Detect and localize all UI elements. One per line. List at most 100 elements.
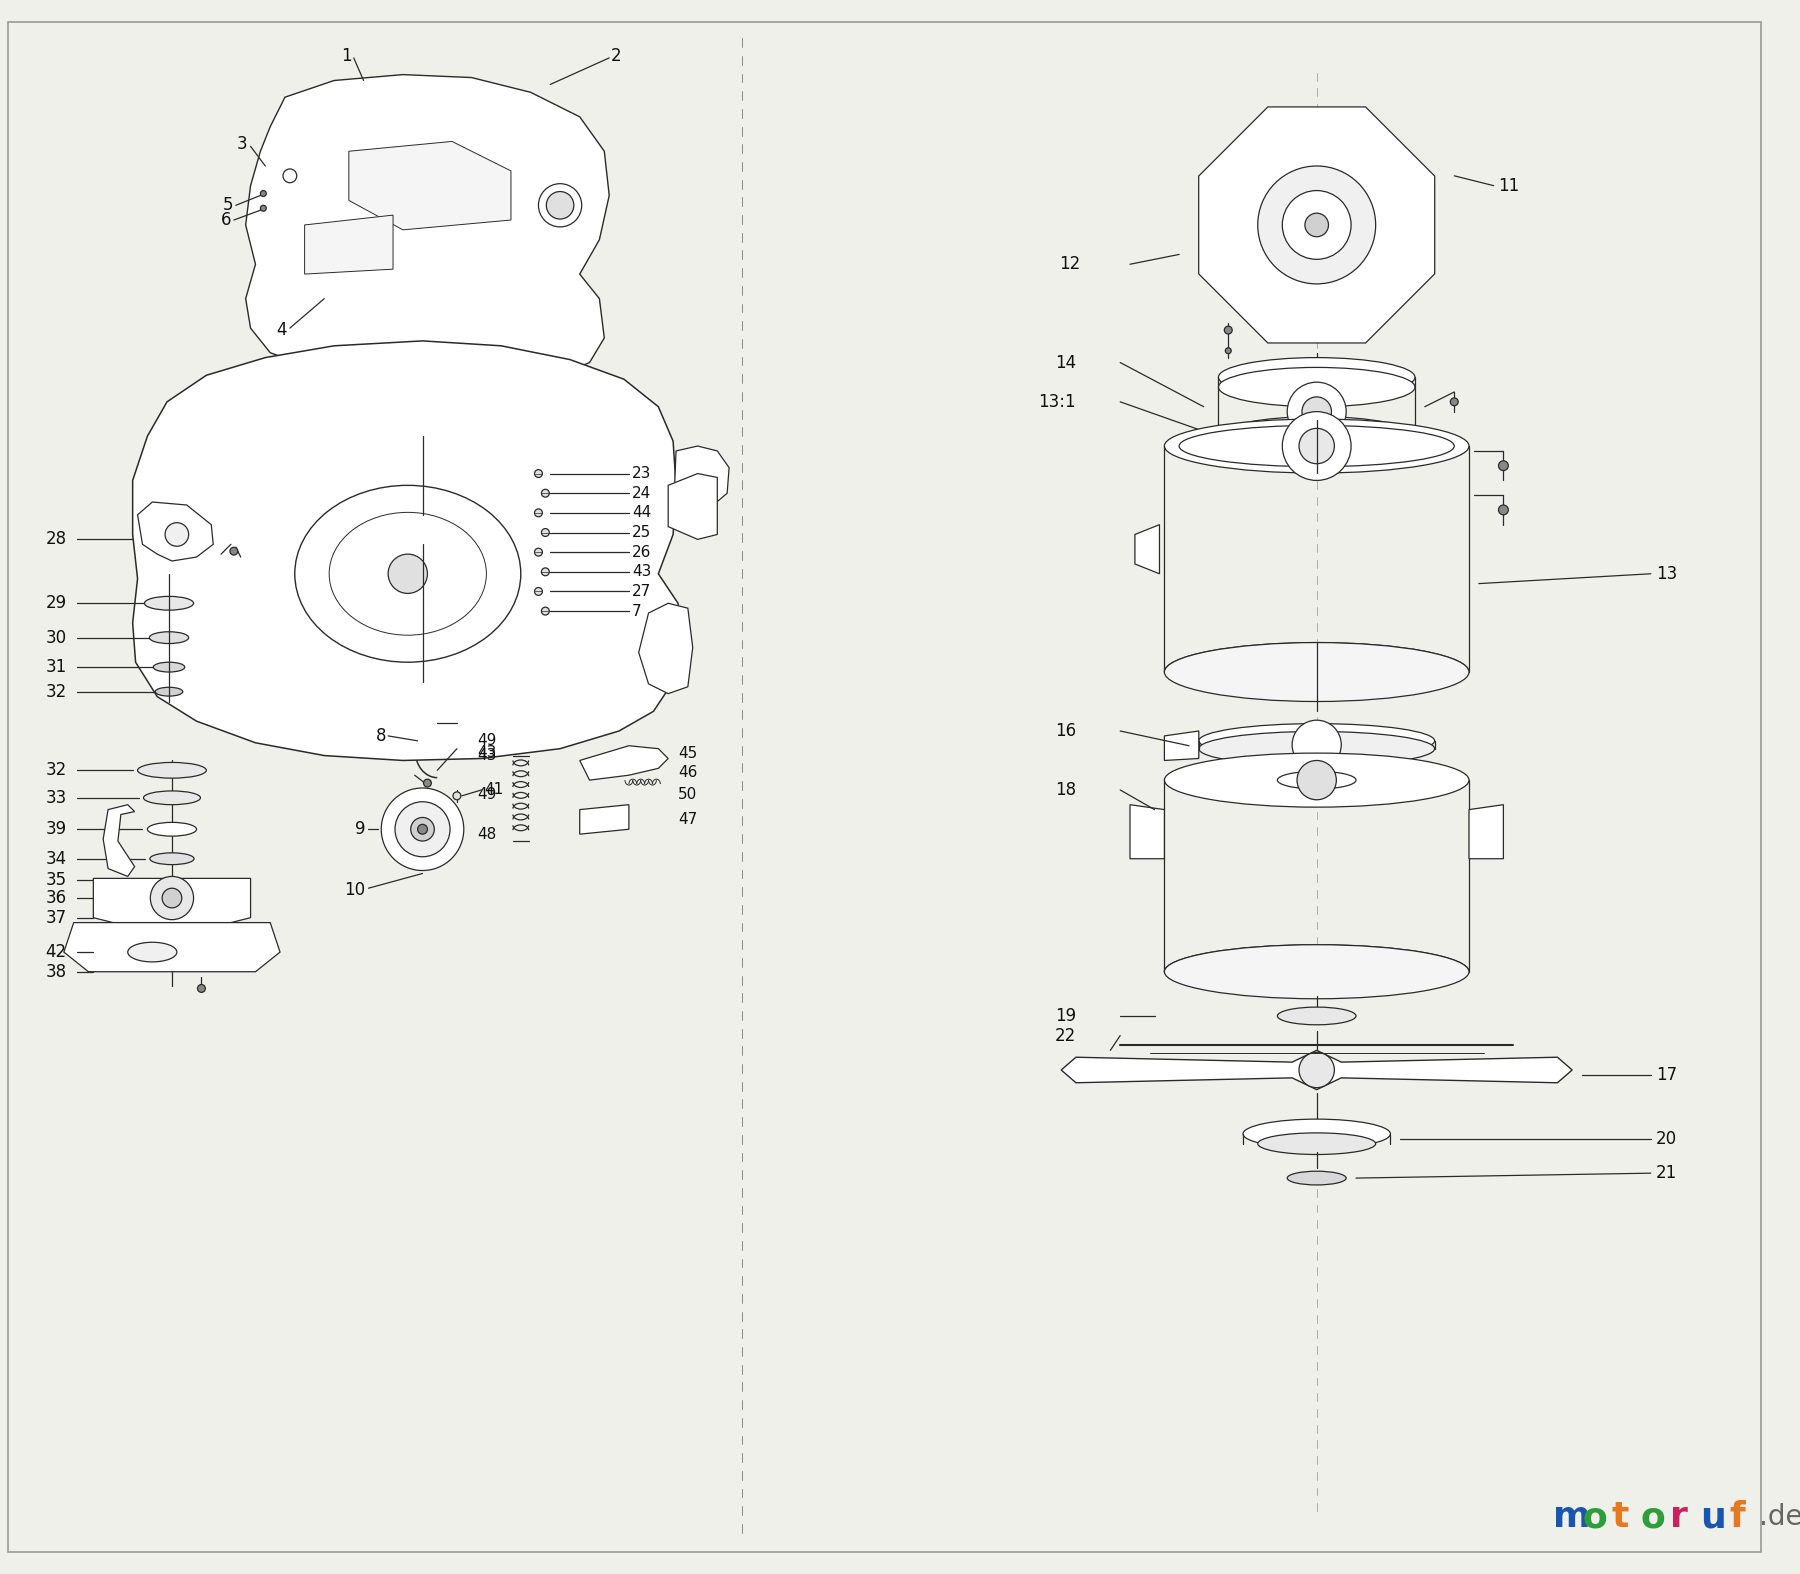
Text: 37: 37 (45, 908, 67, 927)
Ellipse shape (128, 943, 176, 962)
Text: m: m (1553, 1500, 1589, 1535)
Text: 49: 49 (477, 787, 497, 803)
Circle shape (283, 168, 297, 183)
Text: 48: 48 (477, 826, 497, 842)
Text: o: o (1642, 1500, 1665, 1535)
Circle shape (1287, 382, 1346, 441)
Circle shape (394, 801, 450, 856)
Ellipse shape (1278, 771, 1355, 789)
Circle shape (261, 205, 266, 211)
Text: 34: 34 (45, 850, 67, 867)
Ellipse shape (1244, 1119, 1390, 1149)
Text: 42: 42 (45, 943, 67, 962)
Text: 46: 46 (679, 765, 697, 779)
Text: 21: 21 (1656, 1165, 1678, 1182)
Ellipse shape (1165, 419, 1469, 474)
Ellipse shape (1219, 367, 1415, 406)
Circle shape (547, 192, 574, 219)
Circle shape (151, 877, 194, 919)
Text: 31: 31 (45, 658, 67, 677)
Text: 32: 32 (45, 683, 67, 700)
Polygon shape (103, 804, 135, 877)
Circle shape (1258, 165, 1375, 283)
Ellipse shape (1199, 732, 1435, 767)
Text: 43: 43 (632, 565, 652, 579)
Text: 28: 28 (45, 530, 67, 548)
Text: 10: 10 (344, 881, 365, 899)
Text: .de: .de (1759, 1503, 1800, 1532)
Polygon shape (137, 502, 212, 560)
Ellipse shape (1165, 752, 1469, 807)
Circle shape (1451, 398, 1458, 406)
Ellipse shape (1165, 944, 1469, 999)
Circle shape (535, 548, 542, 556)
Text: 49: 49 (477, 733, 497, 748)
Circle shape (1301, 397, 1332, 427)
Text: 20: 20 (1656, 1130, 1678, 1147)
Circle shape (423, 779, 432, 787)
Text: o: o (1582, 1500, 1607, 1535)
Text: 2: 2 (612, 47, 621, 65)
Circle shape (261, 190, 266, 197)
Text: 6: 6 (220, 211, 230, 230)
Polygon shape (63, 922, 281, 971)
Text: 43: 43 (477, 748, 497, 763)
Ellipse shape (144, 790, 200, 804)
Ellipse shape (295, 485, 520, 663)
Text: 8: 8 (376, 727, 387, 745)
Circle shape (542, 608, 549, 615)
Circle shape (230, 548, 238, 556)
Text: 7: 7 (632, 603, 641, 619)
Text: t: t (1611, 1500, 1629, 1535)
Ellipse shape (1258, 1133, 1375, 1154)
Ellipse shape (1278, 1007, 1355, 1025)
Circle shape (198, 984, 205, 992)
Polygon shape (94, 878, 250, 922)
Ellipse shape (1219, 357, 1415, 397)
Text: 12: 12 (1060, 255, 1080, 274)
Circle shape (1300, 428, 1334, 464)
Polygon shape (673, 445, 729, 524)
Text: 5: 5 (223, 197, 232, 214)
Text: 3: 3 (238, 135, 248, 153)
Circle shape (1292, 721, 1341, 770)
Polygon shape (245, 74, 608, 382)
Circle shape (162, 888, 182, 908)
Text: 13:1: 13:1 (1039, 394, 1076, 411)
Circle shape (538, 184, 581, 227)
Text: 1: 1 (342, 47, 351, 65)
Circle shape (542, 490, 549, 497)
Circle shape (535, 469, 542, 477)
Circle shape (1300, 1053, 1334, 1088)
Ellipse shape (153, 663, 185, 672)
Ellipse shape (1179, 425, 1454, 466)
Text: 24: 24 (632, 486, 652, 501)
Polygon shape (668, 474, 718, 540)
Text: 9: 9 (355, 820, 365, 839)
Polygon shape (1136, 524, 1159, 575)
Polygon shape (580, 746, 668, 781)
Text: 14: 14 (1055, 354, 1076, 371)
Circle shape (1498, 505, 1508, 515)
Polygon shape (1130, 804, 1165, 859)
Circle shape (535, 587, 542, 595)
Ellipse shape (149, 853, 194, 864)
Ellipse shape (137, 762, 207, 778)
Ellipse shape (1287, 1171, 1346, 1185)
Text: 13: 13 (1656, 565, 1678, 582)
Text: 43: 43 (477, 745, 497, 760)
Text: u: u (1699, 1500, 1726, 1535)
Text: 22: 22 (1055, 1026, 1076, 1045)
Text: 45: 45 (679, 746, 697, 762)
Circle shape (542, 529, 549, 537)
Circle shape (410, 817, 434, 841)
Polygon shape (304, 216, 392, 274)
Circle shape (389, 554, 427, 593)
Text: 29: 29 (45, 595, 67, 612)
Ellipse shape (1199, 724, 1435, 759)
Circle shape (1298, 760, 1336, 800)
Text: 18: 18 (1055, 781, 1076, 800)
Text: 4: 4 (277, 321, 286, 338)
Polygon shape (1199, 107, 1435, 343)
Polygon shape (1062, 1050, 1571, 1089)
